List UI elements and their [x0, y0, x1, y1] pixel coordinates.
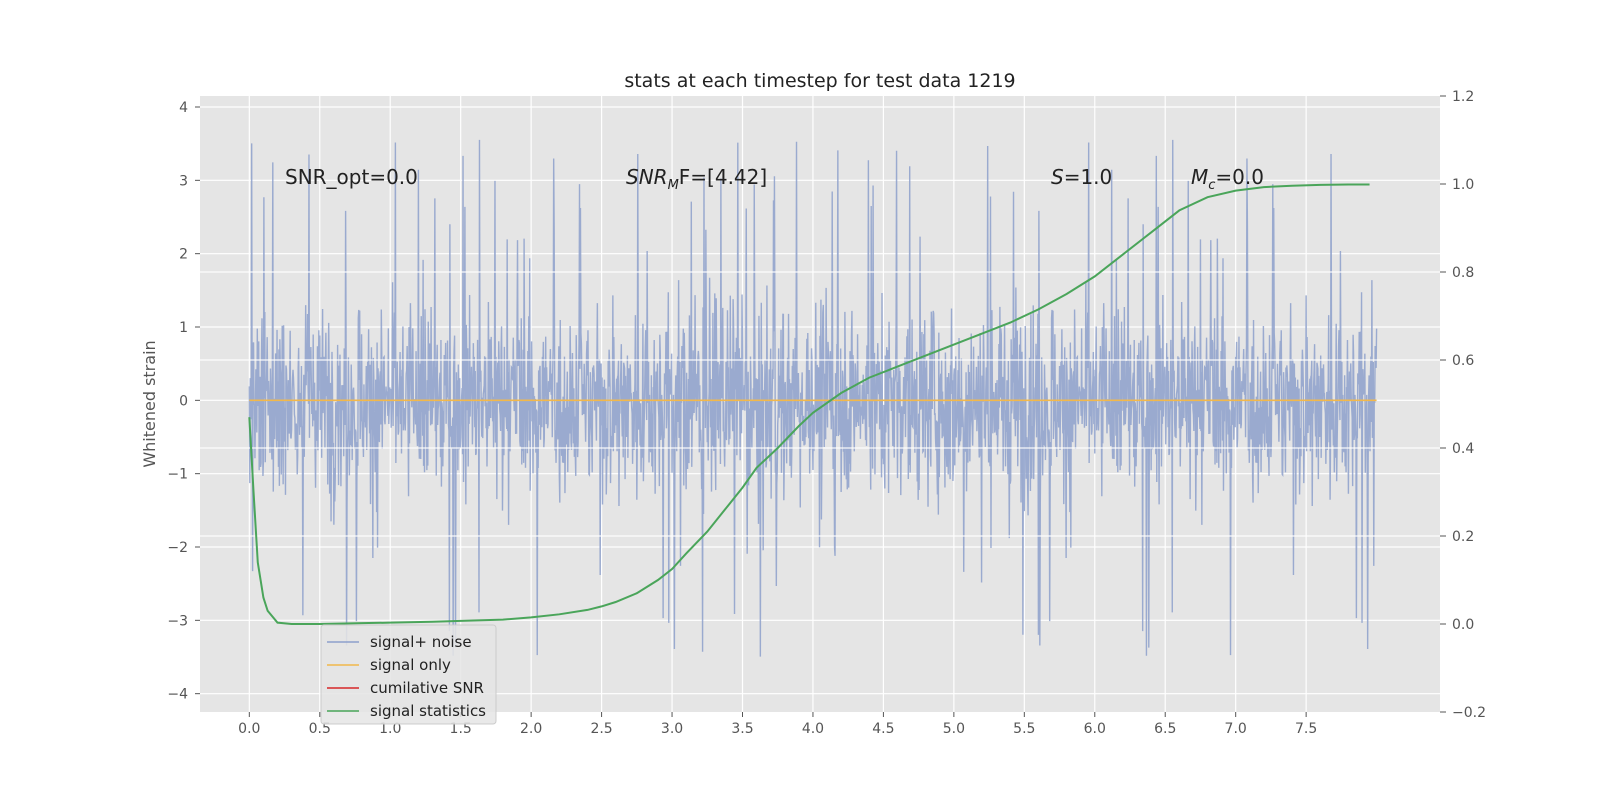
x-tick-label: 5.5	[1013, 721, 1035, 737]
mc-var: M	[1191, 165, 1208, 189]
x-tick-label: 6.0	[1084, 721, 1106, 737]
legend-label-signal-statistics: signal statistics	[370, 702, 486, 720]
y-axis-ticks: 4 3 2 1 0 −1 −2 −3 −4	[167, 100, 200, 703]
annotation-snr-mf: SNRMF=[4.42]	[626, 165, 767, 193]
annotation-stat-s: S=1.0	[1051, 165, 1112, 189]
overlay-gridlines	[200, 271, 1440, 537]
signal-statistics-line	[248, 183, 1370, 625]
legend-label-cumulative-snr: cumilative SNR	[370, 679, 484, 697]
x-tick-label: 4.5	[872, 721, 894, 737]
y2-tick-label: 0.8	[1452, 265, 1474, 281]
annotation-mc: Mc=0.0	[1191, 165, 1264, 193]
y2-tick-label: −0.2	[1452, 705, 1486, 721]
y-tick-label: 0	[179, 393, 188, 409]
mc-val: =0.0	[1215, 165, 1264, 189]
y2-tick-label: 0.4	[1452, 441, 1474, 457]
snr-mf-sub: M	[668, 178, 679, 193]
legend-label-signal-noise: signal+ noise	[370, 633, 472, 651]
x-tick-label: 4.0	[802, 721, 824, 737]
annotation-snr-opt: SNR_opt=0.0	[285, 165, 418, 189]
x-tick-label: 1.0	[379, 721, 401, 737]
y-tick-label: 4	[179, 100, 188, 116]
x-tick-label: 1.5	[450, 721, 472, 737]
x-tick-label: 6.5	[1154, 721, 1176, 737]
x-tick-label: 2.0	[520, 721, 542, 737]
signal-statistics-series	[248, 183, 1370, 625]
y2-tick-label: 1.2	[1452, 89, 1474, 105]
y2-tick-label: 0.6	[1452, 353, 1474, 369]
x-tick-label: 7.5	[1295, 721, 1317, 737]
snr-mf-rest: F=[4.42]	[679, 165, 767, 189]
x-tick-label: 3.5	[731, 721, 753, 737]
legend: signal+ noise signal only cumilative SNR…	[320, 624, 497, 725]
y-tick-label: −4	[167, 687, 188, 703]
y2-tick-label: 0.2	[1452, 529, 1474, 545]
y-tick-label: −2	[167, 540, 188, 556]
y-tick-label: −1	[167, 467, 188, 483]
y-tick-label: 3	[179, 173, 188, 189]
x-tick-label: 2.5	[590, 721, 612, 737]
mc-sub: c	[1208, 178, 1215, 193]
y-tick-label: 2	[179, 247, 188, 263]
y2-axis-ticks: 1.2 1.0 0.8 0.6 0.4 0.2 0.0 −0.2	[1440, 89, 1486, 721]
stat-s-var: S	[1051, 165, 1064, 189]
stat-s-val: =1.0	[1064, 165, 1113, 189]
legend-label-signal-only: signal only	[370, 656, 451, 674]
y2-tick-label: 0.0	[1452, 617, 1474, 633]
signal-noise-series	[248, 139, 1378, 657]
x-axis-ticks: 0.0 0.5 1.0 1.5 2.0 2.5 3.0 3.5 4.0 4.5 5.0 5.5 6.0 6…	[238, 712, 1317, 737]
legend-box	[320, 624, 497, 725]
x-tick-label: 3.0	[661, 721, 683, 737]
x-tick-label: 0.0	[238, 721, 260, 737]
x-tick-label: 7.0	[1225, 721, 1247, 737]
y-tick-label: 1	[179, 320, 188, 336]
signal-noise-line	[248, 139, 1378, 657]
x-tick-label: 5.0	[943, 721, 965, 737]
y-tick-label: −3	[167, 613, 188, 629]
x-tick-label: 0.5	[309, 721, 331, 737]
chart-title: stats at each timestep for test data 121…	[624, 70, 1015, 92]
y-axis-label: Whitened strain	[140, 340, 159, 467]
snr-mf-base: SNR	[626, 165, 668, 189]
y2-tick-label: 1.0	[1452, 177, 1474, 193]
